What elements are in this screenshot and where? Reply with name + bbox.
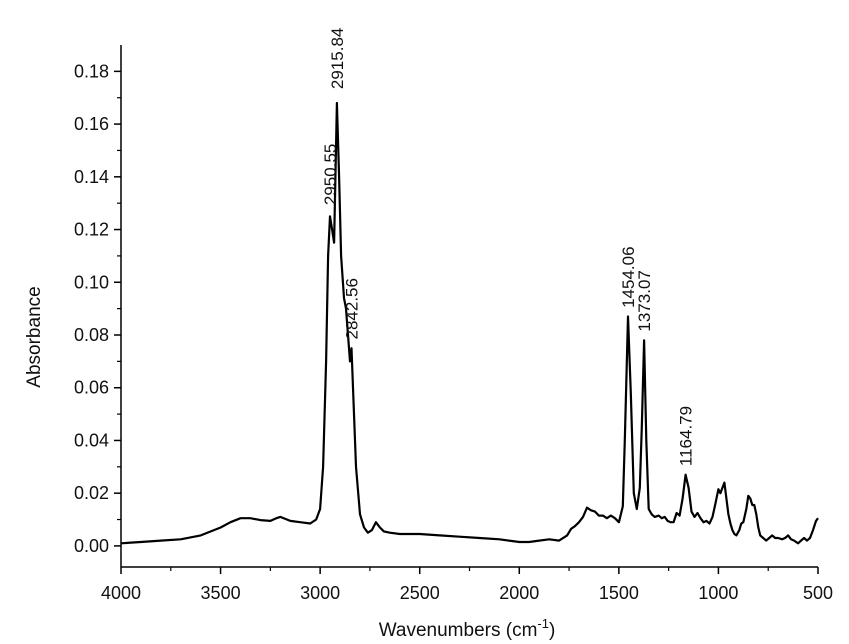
x-tick-label: 3000 — [300, 583, 340, 603]
y-tick-label: 0.00 — [74, 536, 109, 556]
x-tick-label: 1500 — [599, 583, 639, 603]
peak-label: 2842.56 — [343, 278, 362, 339]
x-tick-label: 1000 — [698, 583, 738, 603]
x-tick-label: 2500 — [400, 583, 440, 603]
y-tick-label: 0.08 — [74, 325, 109, 345]
peak-label: 1164.79 — [677, 406, 696, 466]
peak-label: 2950.55 — [321, 144, 340, 205]
y-tick-label: 0.02 — [74, 483, 109, 503]
plot-area — [120, 101, 819, 545]
x-axis-title: Wavenumbers (cm-1) — [379, 616, 556, 641]
ticks: 4000 3500 3000 2500 2000 1500 1000 500 0.00 0.02 0… — [74, 61, 833, 603]
x-tick-label: 500 — [803, 583, 833, 603]
x-tick-label: 3500 — [201, 583, 241, 603]
axes — [120, 45, 818, 568]
peak-label: 1454.06 — [619, 246, 638, 307]
y-tick-label: 0.04 — [74, 430, 109, 450]
spectrum-line — [120, 101, 819, 545]
y-tick-label: 0.12 — [74, 220, 109, 240]
y-axis-title: Absorbance — [24, 286, 45, 387]
x-tick-label: 2000 — [499, 583, 539, 603]
y-tick-label: 0.18 — [74, 61, 109, 81]
y-tick-label: 0.06 — [74, 378, 109, 398]
x-axis-title-close: ) — [549, 620, 555, 641]
y-tick-label: 0.14 — [74, 167, 109, 187]
x-axis-title-text: Wavenumbers (cm — [379, 620, 538, 641]
x-axis-title-superscript: -1 — [537, 616, 549, 631]
peak-label: 1373.07 — [635, 270, 654, 331]
x-tick-label: 4000 — [101, 583, 141, 603]
peak-label: 2915.84 — [328, 28, 347, 89]
y-tick-label: 0.16 — [74, 114, 109, 134]
y-tick-label: 0.10 — [74, 272, 109, 292]
